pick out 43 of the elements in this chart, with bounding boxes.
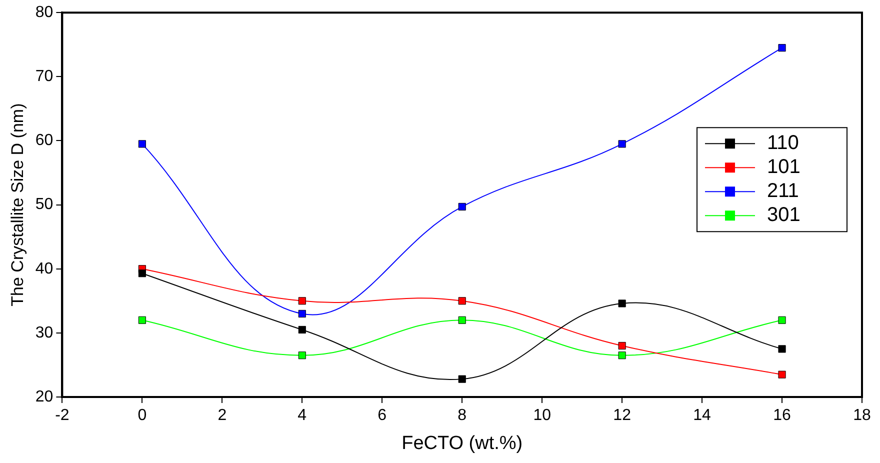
point <box>298 297 306 305</box>
y-tick-label: 80 <box>35 4 54 22</box>
point <box>458 375 466 383</box>
point <box>778 316 786 324</box>
legend-label: 301 <box>767 204 800 226</box>
x-tick-label: 8 <box>458 407 467 424</box>
point <box>618 300 626 308</box>
y-tick-label: 30 <box>35 324 54 342</box>
x-tick-label: 18 <box>853 407 871 424</box>
x-tick-label: 12 <box>613 407 632 424</box>
point <box>778 370 786 378</box>
point <box>778 345 786 353</box>
x-axis-title: FeCTO (wt.%) <box>402 432 523 454</box>
point <box>138 270 146 278</box>
point <box>138 140 146 148</box>
y-tick-label: 60 <box>35 132 54 150</box>
x-tick-label: 14 <box>693 407 712 424</box>
point <box>618 352 626 360</box>
point <box>138 316 146 324</box>
point <box>298 352 306 360</box>
point <box>458 316 466 324</box>
legend-label: 110 <box>767 132 799 154</box>
point <box>458 297 466 305</box>
legend-label: 101 <box>767 156 800 178</box>
point <box>298 310 306 318</box>
point <box>458 202 466 211</box>
x-tick-label: -2 <box>55 407 70 424</box>
x-tick-label: 6 <box>378 407 387 424</box>
x-tick-label: 16 <box>773 407 792 424</box>
y-tick-label: 50 <box>35 196 54 214</box>
y-tick-label: 20 <box>35 388 54 406</box>
y-axis-title: The Crystallite Size D (nm) <box>8 103 27 306</box>
y-tick-label: 70 <box>35 68 54 86</box>
x-tick-label: 2 <box>218 407 227 424</box>
x-tick-label: 10 <box>533 407 552 424</box>
x-tick-label: 4 <box>298 407 307 424</box>
point <box>618 342 626 350</box>
legend-label: 211 <box>767 180 799 202</box>
point <box>298 326 306 334</box>
y-tick-label: 40 <box>35 260 54 278</box>
point <box>778 44 786 52</box>
x-tick-label: 0 <box>138 407 147 424</box>
point <box>618 140 626 148</box>
